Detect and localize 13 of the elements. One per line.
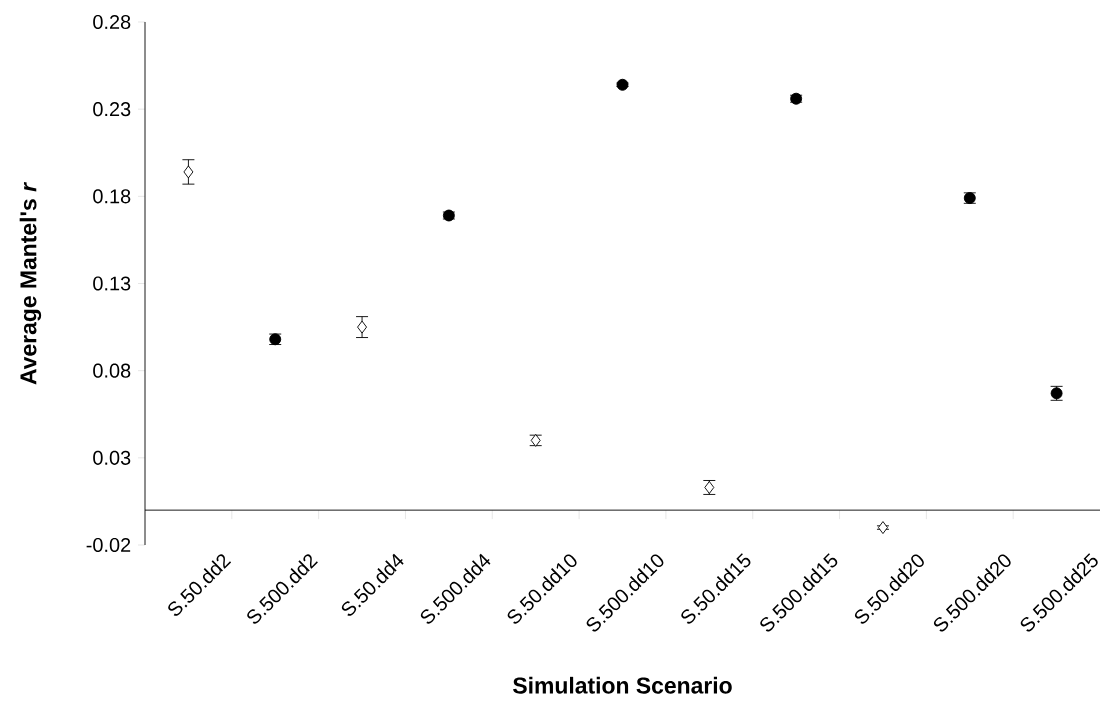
point — [183, 165, 194, 179]
y-tick-label: 0.23 — [93, 102, 131, 117]
y-tick-label: 0.13 — [93, 276, 131, 291]
x-axis-title: Simulation Scenario — [513, 676, 732, 694]
y-tick-label: 0.28 — [93, 14, 131, 30]
point — [616, 78, 629, 91]
y-axis-title: Average Mantel's r — [19, 181, 42, 385]
y-tick-label: 0.08 — [93, 363, 131, 378]
y-tick-label: -0.02 — [86, 537, 131, 553]
y-tick-label: 0.18 — [93, 189, 131, 204]
point — [357, 320, 367, 334]
point — [878, 521, 888, 535]
y-tick-label: 0.03 — [93, 450, 131, 465]
